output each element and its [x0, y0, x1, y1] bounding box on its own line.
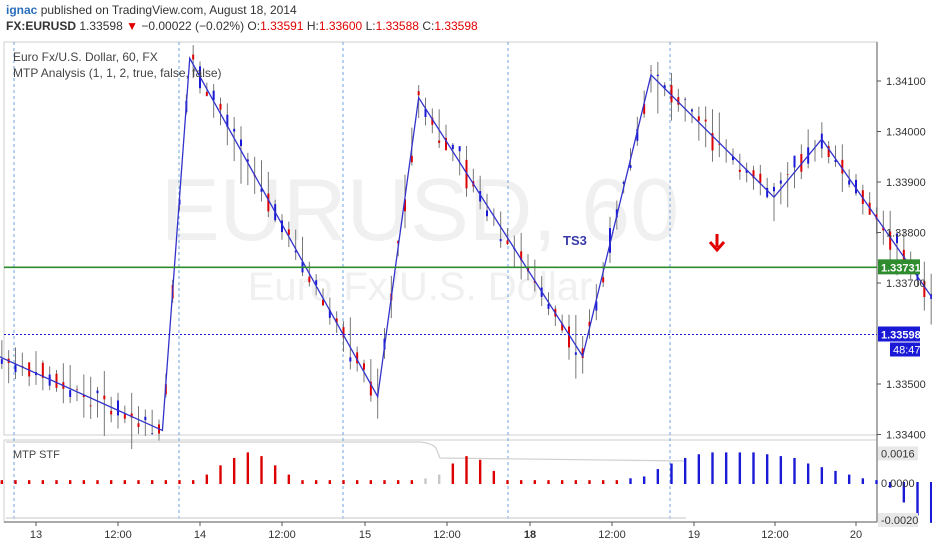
last-price: 1.33598: [79, 19, 123, 33]
symbol-label[interactable]: FX:EURUSD: [6, 19, 77, 33]
last-price-label: 1.33598: [881, 330, 921, 342]
price-tick-label: 1.33400: [886, 430, 926, 442]
level-label: 1.33731: [881, 262, 921, 274]
level-label-box: [878, 259, 920, 275]
indicator-tick-label: 0.0000: [881, 478, 915, 490]
price-tick-label: 1.34100: [886, 76, 926, 88]
price-tick-label: 1.33500: [886, 379, 926, 391]
high-value: 1.33600: [318, 19, 363, 33]
high-label: H:: [306, 19, 319, 33]
time-tick-label: 12:00: [761, 529, 789, 541]
indicator-tick-label: 0.0016: [881, 448, 915, 460]
mtp-zigzag: [0, 56, 932, 432]
author-name[interactable]: ignac: [6, 3, 38, 17]
price-tick-label: 1.33900: [886, 177, 926, 189]
indicator-axis: 0.0016 0.0000 -0.0020: [878, 446, 918, 527]
change-down-icon: ▼: [126, 19, 138, 33]
main-pane[interactable]: [3, 41, 878, 436]
open-value: 1.33591: [260, 19, 304, 33]
indicator-envelope: [6, 441, 687, 519]
chart-title: Euro Fx/U.S. Dollar, 60, FX: [13, 50, 158, 64]
indicator-pane[interactable]: [3, 439, 878, 523]
open-label: O:: [247, 19, 261, 33]
countdown-box: [890, 342, 920, 357]
time-tick-label: 13: [30, 529, 42, 541]
time-axis: 13 12:00 14 12:00 15 12:00 18 12:00 19 12:00 20: [30, 522, 862, 541]
indicator-tick-label: -0.0020: [881, 515, 918, 527]
session-separators: [13, 42, 671, 522]
sell-arrow-icon: [708, 234, 726, 253]
close-label: C:: [422, 19, 435, 33]
low-value: 1.33588: [375, 19, 419, 33]
upper-band: [6, 441, 687, 462]
time-tick-label: 19: [688, 529, 700, 541]
watermark-symbol: EURUSD, 60: [161, 160, 679, 259]
close-value: 1.33598: [434, 19, 478, 33]
mtp-stf-histogram: [0, 452, 932, 523]
study-label[interactable]: MTP Analysis (1, 1, 2, true, false, fals…: [13, 66, 222, 80]
time-tick-label: 14: [194, 529, 206, 541]
indicator-tick-box: [878, 513, 918, 527]
pattern-label: TS3: [563, 233, 587, 248]
low-label: L:: [365, 19, 376, 33]
quote-line: FX:EURUSD 1.33598 ▼ −0.00022 (−0.02%) O:…: [6, 19, 478, 33]
time-tick-label: 12:00: [268, 529, 296, 541]
zigzag-line: [0, 56, 932, 432]
publish-line: ignac published on TradingView.com, Augu…: [6, 3, 297, 17]
published-text: published on TradingView.com, August 18,…: [40, 3, 297, 17]
indicator-label[interactable]: MTP STF: [13, 449, 60, 461]
countdown-label: 48:47: [893, 345, 921, 357]
time-tick-label: 12:00: [104, 529, 132, 541]
price-change: −0.00022 (−0.02%): [141, 19, 245, 33]
price-tick-label: 1.33800: [886, 228, 926, 240]
price-tick-label: 1.33700: [886, 278, 926, 290]
indicator-tick-box: [878, 446, 918, 461]
price-axis: 1.34100 1.34000 1.33900 1.33800 1.33700 1.335…: [877, 76, 926, 442]
price-levels: [4, 266, 877, 336]
price-tick-label: 1.34000: [886, 127, 926, 139]
last-price-box: [878, 326, 920, 342]
time-tick-label: 15: [359, 529, 371, 541]
time-tick-label: 18: [524, 529, 536, 541]
time-tick-label: 12:00: [598, 529, 626, 541]
watermark-name: Euro Fx/U.S. Dollar: [248, 265, 593, 309]
time-tick-label: 12:00: [433, 529, 461, 541]
time-tick-label: 20: [850, 529, 862, 541]
